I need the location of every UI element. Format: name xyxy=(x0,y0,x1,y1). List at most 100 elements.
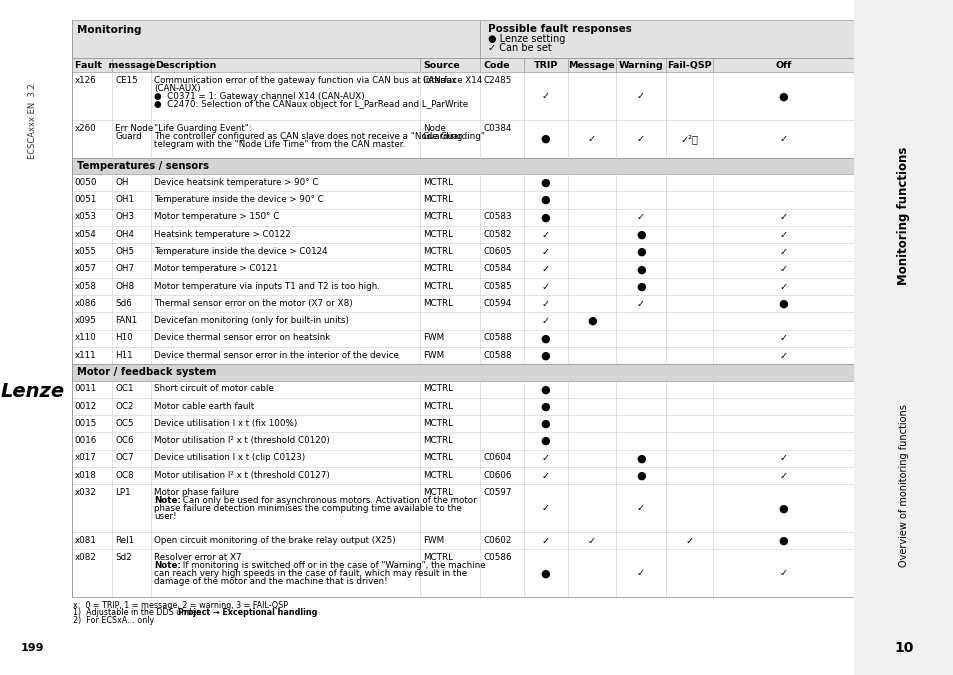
Text: Fault  message: Fault message xyxy=(75,61,155,70)
Text: ✓: ✓ xyxy=(541,454,549,463)
Text: MCTRL: MCTRL xyxy=(422,470,453,480)
Text: x057: x057 xyxy=(74,265,96,273)
Bar xyxy=(71,158,853,174)
Text: Overview of monitoring functions: Overview of monitoring functions xyxy=(898,404,908,568)
Text: C0594: C0594 xyxy=(482,299,511,308)
Text: The controller configured as CAN slave does not receive a "Node Guarding": The controller configured as CAN slave d… xyxy=(154,132,485,141)
Bar xyxy=(71,209,853,226)
Text: FWM: FWM xyxy=(422,333,443,342)
Text: ●: ● xyxy=(540,384,550,394)
Text: (CAN-AUX): (CAN-AUX) xyxy=(154,84,201,93)
Text: Code: Code xyxy=(483,61,510,70)
Text: x086: x086 xyxy=(74,299,96,308)
Text: MCTRL: MCTRL xyxy=(422,384,453,394)
Text: ●: ● xyxy=(540,333,550,344)
Text: MCTRL: MCTRL xyxy=(422,402,453,410)
Bar xyxy=(71,243,853,261)
Text: 0050: 0050 xyxy=(74,178,97,187)
Text: 0012: 0012 xyxy=(74,402,97,410)
Text: Device heatsink temperature > 90° C: Device heatsink temperature > 90° C xyxy=(154,178,318,187)
Text: ✓: ✓ xyxy=(779,213,786,222)
Bar xyxy=(71,20,479,57)
Text: Motor utilisation I² x t (threshold C0127): Motor utilisation I² x t (threshold C012… xyxy=(154,470,330,480)
Text: ECSCAxxx EN  3.2: ECSCAxxx EN 3.2 xyxy=(28,84,36,159)
Bar xyxy=(71,433,853,450)
Text: MCTRL: MCTRL xyxy=(422,553,453,562)
Text: x095: x095 xyxy=(74,316,96,325)
Text: x126: x126 xyxy=(74,76,96,85)
Text: OH4: OH4 xyxy=(115,230,134,239)
Text: ✓: ✓ xyxy=(779,264,786,274)
Text: ●: ● xyxy=(540,436,550,446)
Bar xyxy=(71,261,853,278)
Text: ✓: ✓ xyxy=(541,91,549,101)
Text: x055: x055 xyxy=(74,247,96,256)
Text: Possible fault responses: Possible fault responses xyxy=(487,24,631,34)
Text: ●: ● xyxy=(540,402,550,412)
Text: C2485: C2485 xyxy=(482,76,511,85)
Text: CE15: CE15 xyxy=(115,76,138,85)
Text: C0582: C0582 xyxy=(482,230,511,239)
Text: Monitoring: Monitoring xyxy=(77,24,141,34)
Text: OH: OH xyxy=(115,178,129,187)
Text: Fail-QSP: Fail-QSP xyxy=(666,61,711,70)
Bar xyxy=(71,295,853,313)
Text: ●: ● xyxy=(636,281,645,292)
Text: C0597: C0597 xyxy=(482,488,511,497)
Text: ✓: ✓ xyxy=(779,568,786,578)
Text: ✓: ✓ xyxy=(779,247,786,257)
Text: ✓²⧩: ✓²⧩ xyxy=(679,134,698,144)
Text: Motor phase failure: Motor phase failure xyxy=(154,488,239,497)
Text: ●: ● xyxy=(636,230,645,240)
Text: ✓: ✓ xyxy=(587,134,596,144)
Text: MCTRL: MCTRL xyxy=(422,419,453,428)
Text: OC2: OC2 xyxy=(115,402,133,410)
Text: x053: x053 xyxy=(74,213,96,221)
Text: ✓: ✓ xyxy=(779,134,786,144)
Text: ✓: ✓ xyxy=(541,264,549,274)
Text: LP1: LP1 xyxy=(115,488,131,497)
Text: ✓: ✓ xyxy=(779,454,786,463)
Text: OH8: OH8 xyxy=(115,281,134,291)
Text: C0585: C0585 xyxy=(482,281,511,291)
Text: damage of the motor and the machine that is driven!: damage of the motor and the machine that… xyxy=(154,576,388,586)
Text: Node: Node xyxy=(422,124,445,133)
Text: x032: x032 xyxy=(74,488,96,497)
Text: ●: ● xyxy=(540,351,550,360)
Text: MCTRL: MCTRL xyxy=(422,178,453,187)
Text: Devicefan monitoring (only for built-in units): Devicefan monitoring (only for built-in … xyxy=(154,316,349,325)
Text: x:  0 = TRIP, 1 = message, 2 = warning, 3 = FAIL-QSP: x: 0 = TRIP, 1 = message, 2 = warning, 3… xyxy=(73,601,288,610)
Bar xyxy=(71,120,853,158)
Text: Thermal sensor error on the motor (X7 or X8): Thermal sensor error on the motor (X7 or… xyxy=(154,299,353,308)
Text: Monitoring functions: Monitoring functions xyxy=(897,147,909,285)
Text: Temperatures / sensors: Temperatures / sensors xyxy=(77,161,209,171)
Text: x111: x111 xyxy=(74,351,96,360)
Text: ●: ● xyxy=(540,195,550,205)
Bar xyxy=(71,192,853,209)
Text: ●: ● xyxy=(540,568,550,578)
Text: C0605: C0605 xyxy=(482,247,511,256)
Text: ✓: ✓ xyxy=(779,281,786,292)
Text: OC8: OC8 xyxy=(115,470,133,480)
Bar xyxy=(71,330,853,347)
Text: ✓: ✓ xyxy=(541,247,549,257)
Text: "Life Guarding Event":: "Life Guarding Event": xyxy=(154,124,252,133)
Text: 0016: 0016 xyxy=(74,436,97,446)
Text: Motor utilisation I² x t (threshold C0120): Motor utilisation I² x t (threshold C012… xyxy=(154,436,330,446)
Text: OC6: OC6 xyxy=(115,436,133,446)
Text: MCTRL: MCTRL xyxy=(422,281,453,291)
Bar xyxy=(71,278,853,295)
Text: MCTRL: MCTRL xyxy=(422,265,453,273)
Text: MCTRL: MCTRL xyxy=(422,454,453,462)
Text: Motor temperature > C0121: Motor temperature > C0121 xyxy=(154,265,278,273)
Text: TRIP: TRIP xyxy=(533,61,558,70)
Text: OH7: OH7 xyxy=(115,265,134,273)
Text: ✓: ✓ xyxy=(587,536,596,546)
Text: ✓: ✓ xyxy=(779,333,786,344)
Text: MCTRL: MCTRL xyxy=(422,247,453,256)
Text: Device utilisation I x t (clip C0123): Device utilisation I x t (clip C0123) xyxy=(154,454,305,462)
Text: If monitoring is switched off or in the case of "Warning", the machine: If monitoring is switched off or in the … xyxy=(179,561,485,570)
Text: ✓: ✓ xyxy=(637,91,644,101)
Text: ●  C0371 = 1: Gateway channel X14 (CAN-AUX): ● C0371 = 1: Gateway channel X14 (CAN-AU… xyxy=(154,92,365,101)
Text: Lenze: Lenze xyxy=(0,382,64,401)
